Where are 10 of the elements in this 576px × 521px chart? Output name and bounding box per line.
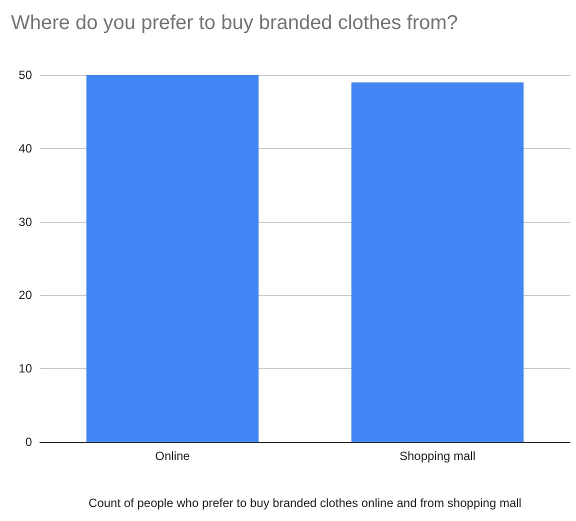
y-tick-label: 0 [25, 435, 32, 449]
x-axis-title: Count of people who prefer to buy branded clothes online and from shopping mall [88, 496, 522, 510]
x-tick-label: Online [155, 449, 190, 463]
y-tick-label: 40 [18, 141, 32, 156]
y-tick-label: 30 [18, 214, 32, 229]
y-tick-label: 10 [18, 362, 32, 376]
y-tick-label: 20 [18, 288, 32, 302]
y-tick-label: 50 [18, 68, 32, 82]
chart-title: Where do you prefer to buy branded clothes from? [11, 12, 458, 34]
x-tick-label: Shopping mall [399, 449, 476, 463]
